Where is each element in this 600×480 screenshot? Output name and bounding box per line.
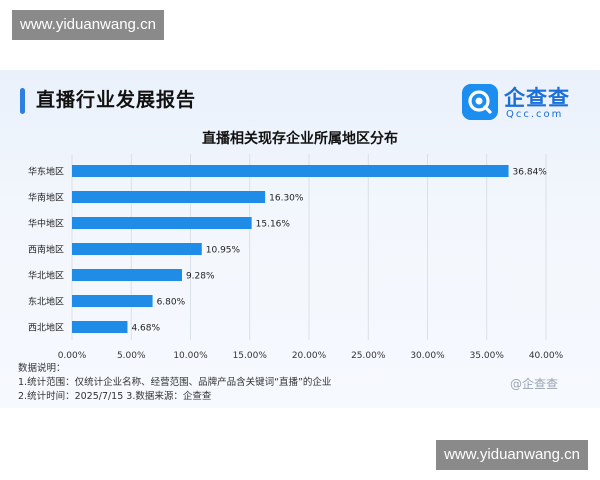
x-tick-label: 35.00%	[470, 351, 505, 361]
brand-logo-icon	[462, 84, 498, 120]
x-tick-label: 5.00%	[117, 351, 146, 361]
x-tick-label: 30.00%	[410, 351, 445, 361]
data-notes: 数据说明： 1.统计范围：仅统计企业名称、经营范围、品牌产品含关键词“直播”的企…	[18, 362, 331, 404]
x-tick-label: 40.00%	[529, 351, 564, 361]
brand-logo: 企查查 Qcc.com	[462, 82, 592, 124]
value-label: 10.95%	[206, 246, 241, 256]
image-watermark: @企查查	[510, 377, 559, 391]
x-tick-label: 20.00%	[292, 351, 327, 361]
value-label: 16.30%	[269, 194, 304, 204]
notes-heading: 数据说明：	[18, 363, 66, 374]
category-label: 西北地区	[28, 322, 64, 334]
bar	[72, 321, 128, 333]
chart-title: 直播相关现存企业所属地区分布	[202, 131, 398, 147]
value-label: 9.28%	[186, 272, 215, 282]
bar-chart: 0.00% 5.00% 10.00% 15.00% 20.00% 25.00% 30.00%…	[28, 154, 564, 361]
bar	[72, 269, 182, 281]
bar	[72, 165, 509, 177]
brand-name: 企查查	[504, 86, 570, 110]
value-label: 15.16%	[256, 220, 291, 230]
bar	[72, 191, 266, 203]
notes-line-2: 2.统计时间：2025/7/15 3.数据来源：企查查	[18, 391, 212, 402]
report-card: 直播行业发展报告 企查查 Qcc.com 直播相关现存企业所属地区分布 0.00…	[0, 70, 600, 408]
brand-domain: Qcc.com	[506, 109, 564, 120]
bar	[72, 243, 202, 255]
value-label: 6.80%	[157, 298, 186, 308]
category-label: 华中地区	[28, 218, 64, 230]
category-label: 西南地区	[28, 244, 64, 256]
value-label: 36.84%	[513, 168, 548, 178]
watermark-bottom: www.yiduanwang.cn	[436, 440, 588, 470]
category-label: 华北地区	[28, 270, 64, 282]
x-tick-label: 10.00%	[173, 351, 208, 361]
notes-line-1: 1.统计范围：仅统计企业名称、经营范围、品牌产品含关键词“直播”的企业	[18, 377, 332, 388]
bar	[72, 217, 252, 229]
report-title: 直播行业发展报告	[36, 89, 197, 111]
title-accent-bar	[20, 88, 25, 114]
category-label: 华东地区	[28, 166, 64, 178]
x-tick-label: 15.00%	[233, 351, 268, 361]
category-label: 华南地区	[28, 192, 64, 204]
x-tick-label: 25.00%	[351, 351, 386, 361]
x-tick-label: 0.00%	[58, 351, 87, 361]
watermark-top: www.yiduanwang.cn	[12, 10, 164, 40]
category-label: 东北地区	[28, 296, 64, 308]
value-label: 4.68%	[131, 324, 160, 334]
bar	[72, 295, 153, 307]
